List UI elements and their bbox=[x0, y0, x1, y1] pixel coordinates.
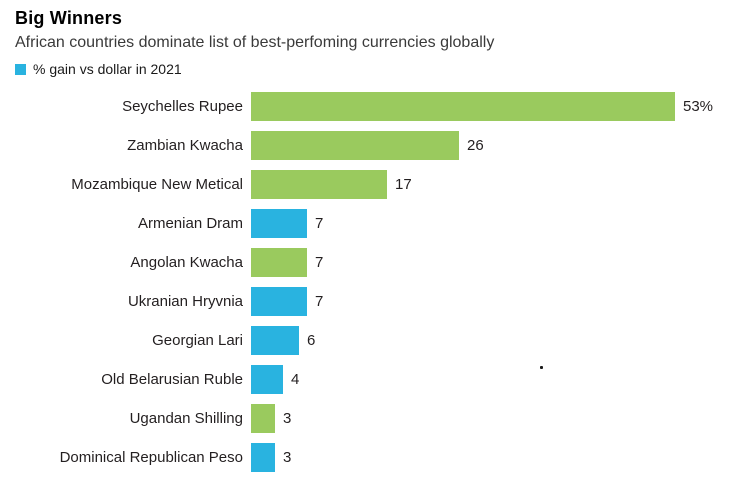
bar-category-label: Dominical Republican Peso bbox=[59, 449, 243, 466]
bar-category-label: Angolan Kwacha bbox=[130, 254, 243, 271]
bar-value-label: 6 bbox=[307, 332, 316, 349]
bar-row: Seychelles Rupee 53% bbox=[0, 87, 735, 126]
bar-value-label: 26 bbox=[467, 137, 484, 154]
bar-value-label: 53% bbox=[683, 98, 714, 115]
legend-label: % gain vs dollar in 2021 bbox=[33, 61, 182, 77]
bar-row: Armenian Dram 7 bbox=[0, 204, 735, 243]
bar-category-label: Seychelles Rupee bbox=[122, 98, 243, 115]
bar bbox=[251, 443, 275, 472]
bar bbox=[251, 209, 307, 238]
bar-value-label: 7 bbox=[315, 293, 324, 310]
bar-row: Georgian Lari 6 bbox=[0, 321, 735, 360]
bar-value-label: 3 bbox=[283, 449, 292, 466]
bar bbox=[251, 326, 299, 355]
chart-legend: % gain vs dollar in 2021 bbox=[15, 61, 735, 77]
bar-rows: Seychelles Rupee 53% Zambian Kwacha 26 Mozam… bbox=[0, 87, 735, 477]
chart-title: Big Winners bbox=[15, 8, 123, 28]
bar-value-label: 3 bbox=[283, 410, 292, 427]
bar-row: Ugandan Shilling 3 bbox=[0, 399, 735, 438]
bar-category-label: Mozambique New Metical bbox=[71, 176, 243, 193]
bar bbox=[251, 170, 387, 199]
bar bbox=[251, 248, 307, 277]
bar-category-label: Armenian Dram bbox=[137, 215, 243, 232]
bar-row: Dominical Republican Peso 3 bbox=[0, 438, 735, 477]
bar-row: Old Belarusian Ruble 4 bbox=[0, 360, 735, 399]
bar bbox=[251, 131, 459, 160]
bar-value-label: 17 bbox=[395, 176, 412, 193]
bar bbox=[251, 287, 307, 316]
legend-square-icon bbox=[15, 63, 26, 75]
bar bbox=[251, 365, 283, 394]
bar-category-label: Ugandan Shilling bbox=[129, 410, 243, 427]
bar-category-label: Ukranian Hryvnia bbox=[127, 293, 243, 310]
bar-value-label: 4 bbox=[291, 371, 300, 388]
bar bbox=[251, 404, 275, 433]
bar-value-label: 7 bbox=[315, 215, 324, 232]
bar-row: Mozambique New Metical 17 bbox=[0, 165, 735, 204]
chart-header: Big Winners African countries dominate l… bbox=[0, 0, 735, 55]
chart-subtitle: African countries dominate list of best-… bbox=[15, 34, 495, 51]
bar-category-label: Georgian Lari bbox=[152, 332, 243, 349]
bar-category-label: Old Belarusian Ruble bbox=[101, 371, 243, 388]
bar-value-label: 7 bbox=[315, 254, 324, 271]
bar-chart: Seychelles Rupee 53% Zambian Kwacha 26 Mozam… bbox=[0, 87, 735, 477]
stray-dot bbox=[540, 366, 543, 369]
bar-category-label: Zambian Kwacha bbox=[127, 137, 243, 154]
bar-row: Angolan Kwacha 7 bbox=[0, 243, 735, 282]
bar bbox=[251, 92, 675, 121]
bar-row: Ukranian Hryvnia 7 bbox=[0, 282, 735, 321]
bar-row: Zambian Kwacha 26 bbox=[0, 126, 735, 165]
